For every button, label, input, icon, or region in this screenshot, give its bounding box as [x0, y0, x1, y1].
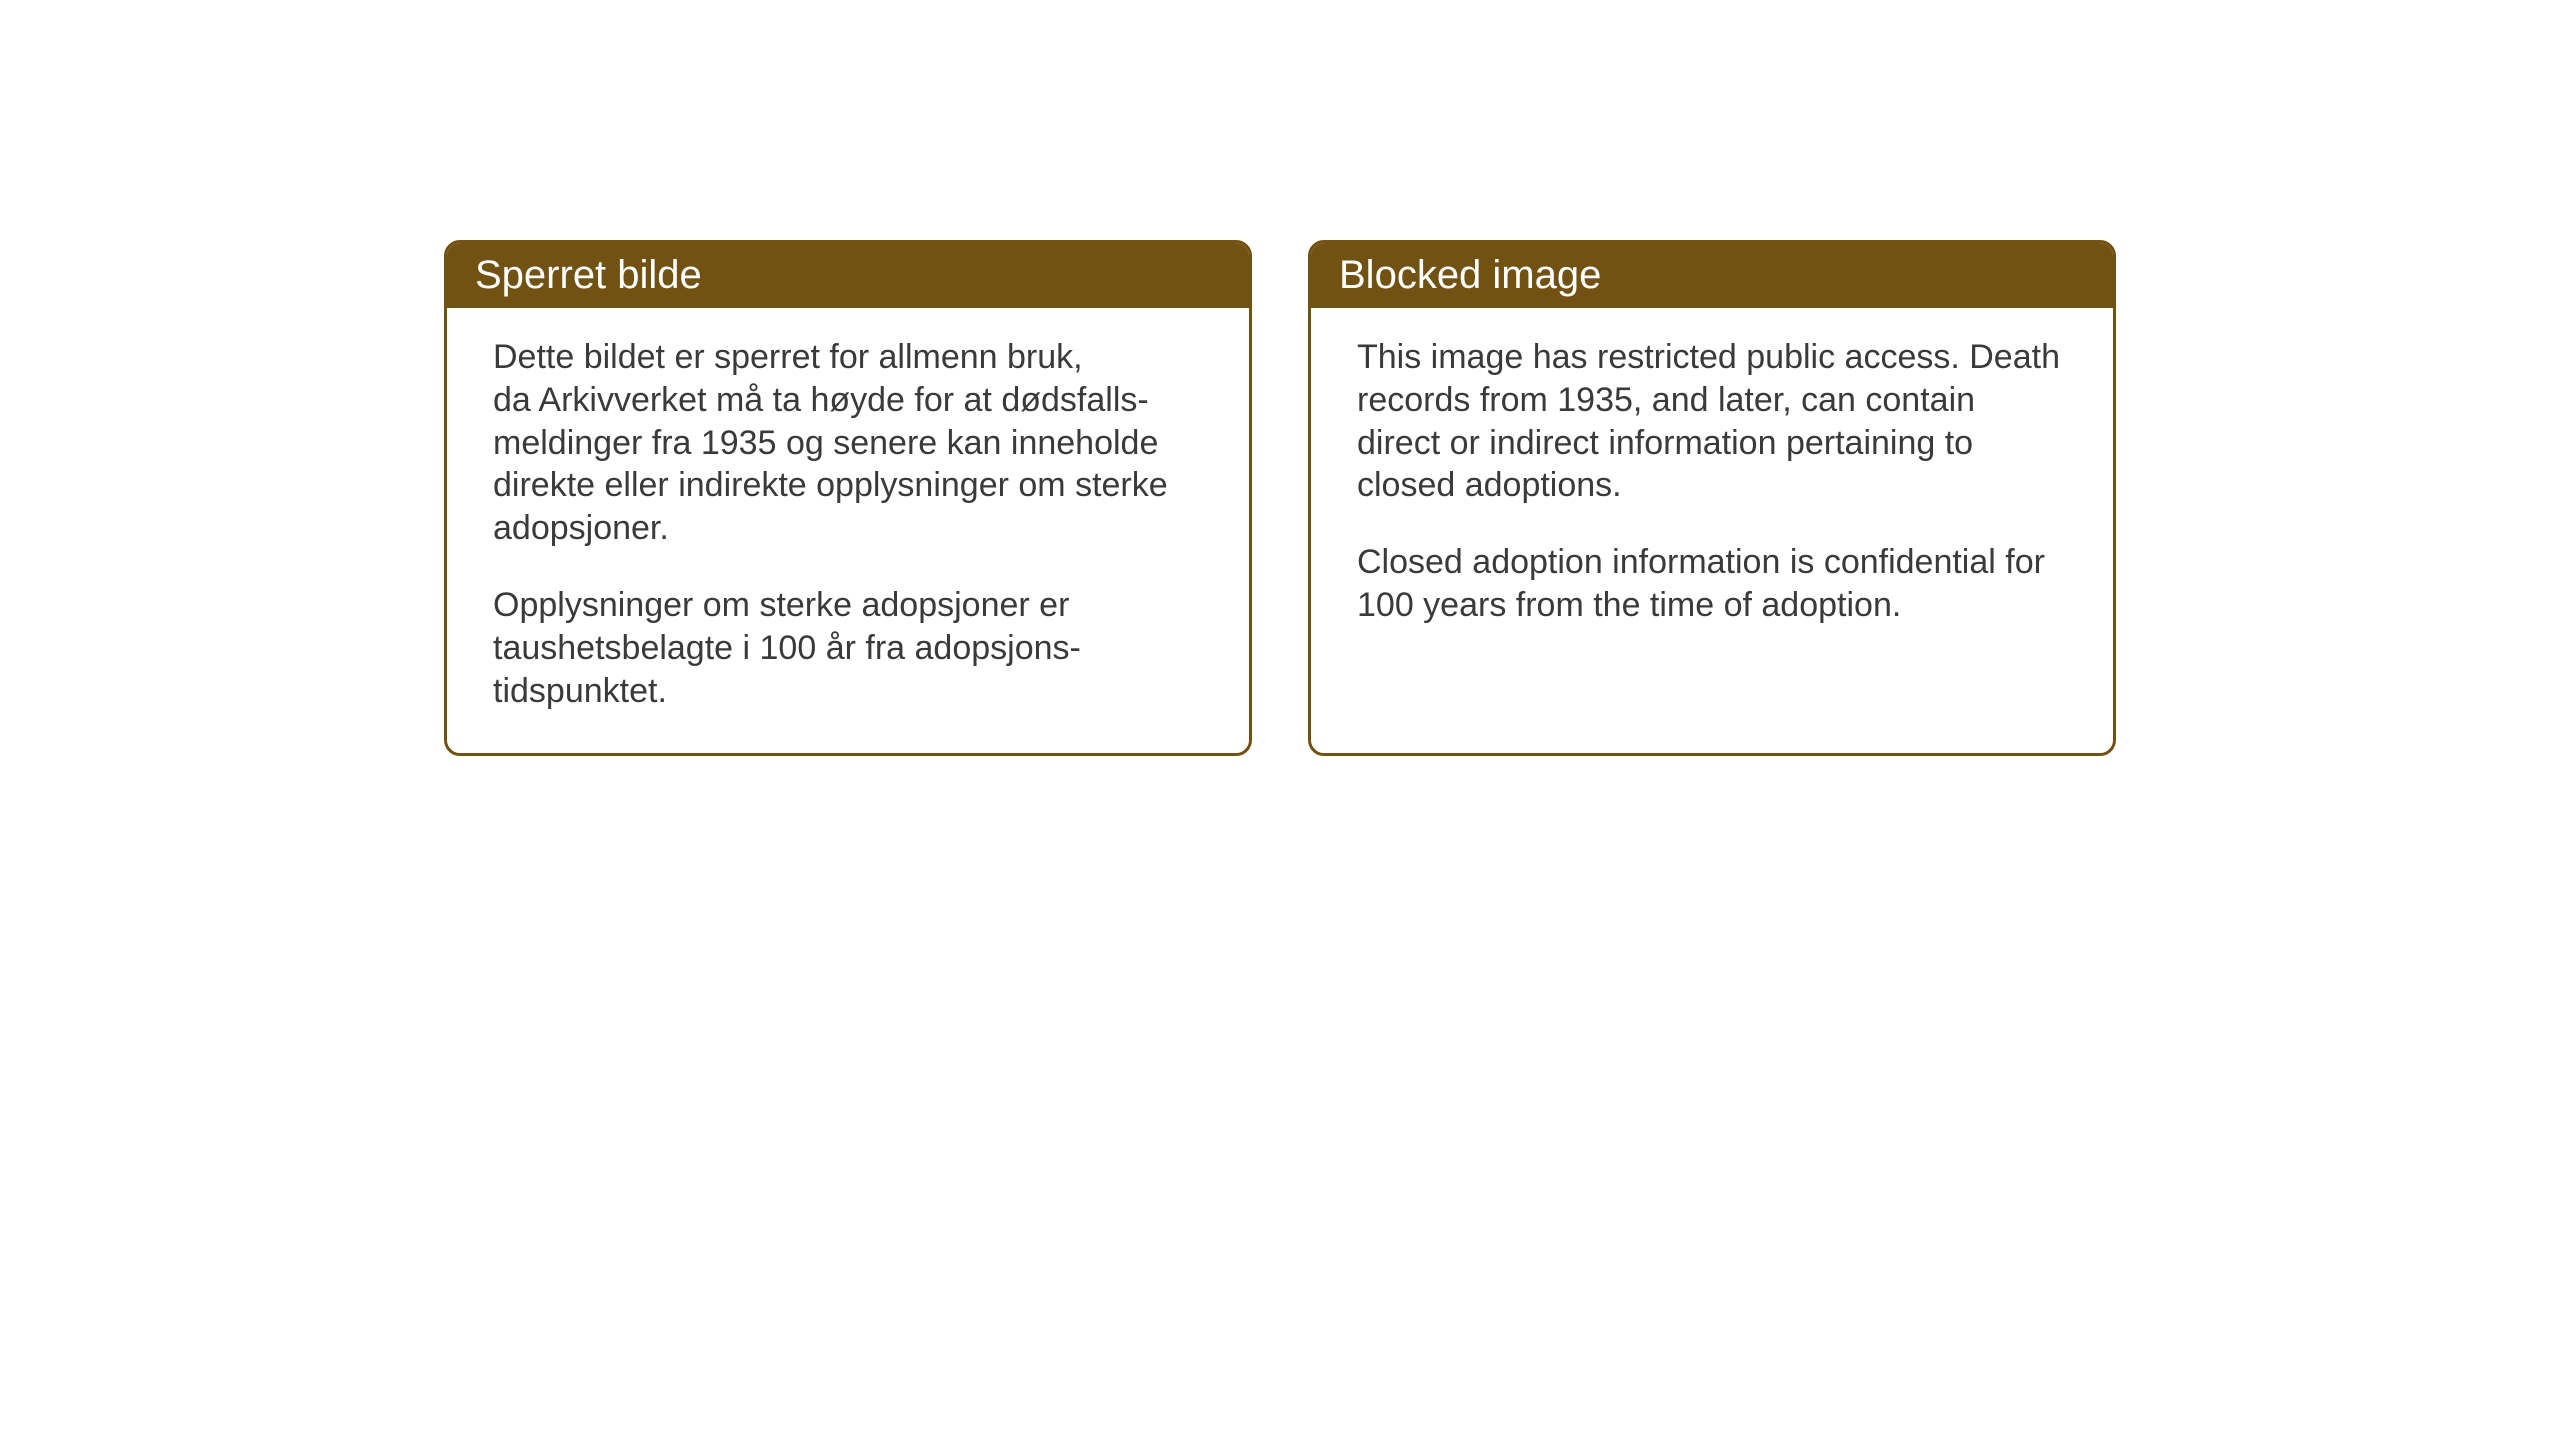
notice-card-english: Blocked image This image has restricted … — [1308, 240, 2116, 756]
card-body-norwegian: Dette bildet er sperret for allmenn bruk… — [447, 308, 1249, 753]
card-header-norwegian: Sperret bilde — [447, 243, 1249, 308]
notice-card-norwegian: Sperret bilde Dette bildet er sperret fo… — [444, 240, 1252, 756]
card-body-english: This image has restricted public access.… — [1311, 308, 2113, 748]
card-header-english: Blocked image — [1311, 243, 2113, 308]
notice-cards-container: Sperret bilde Dette bildet er sperret fo… — [444, 240, 2116, 756]
notice-paragraph-1-norwegian: Dette bildet er sperret for allmenn bruk… — [493, 336, 1203, 550]
notice-paragraph-1-english: This image has restricted public access.… — [1357, 336, 2067, 507]
notice-paragraph-2-english: Closed adoption information is confident… — [1357, 541, 2067, 627]
notice-paragraph-2-norwegian: Opplysninger om sterke adopsjoner er tau… — [493, 584, 1203, 712]
